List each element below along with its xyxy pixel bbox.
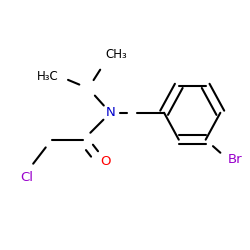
Text: CH₃: CH₃ (106, 48, 127, 62)
Text: O: O (100, 155, 111, 168)
Text: H₃C: H₃C (37, 70, 59, 82)
Text: Cl: Cl (21, 172, 34, 184)
Text: Br: Br (228, 153, 242, 166)
Text: N: N (106, 106, 115, 119)
